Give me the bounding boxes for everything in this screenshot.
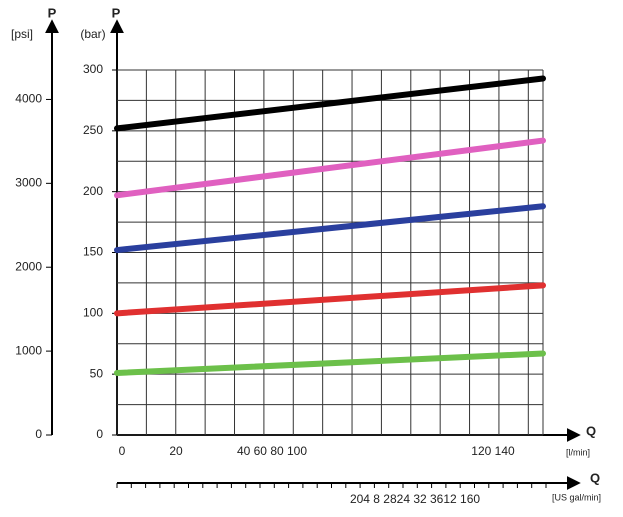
q-gal-label: Q bbox=[590, 470, 600, 485]
y-tick-label: 0 bbox=[96, 427, 103, 441]
x-tick-label: 0 bbox=[119, 444, 126, 458]
y-tick-label: 100 bbox=[83, 306, 103, 320]
psi-label: P bbox=[48, 5, 57, 20]
x-tick-label: 20 bbox=[169, 444, 183, 458]
x-tick-label: 120 140 bbox=[471, 444, 515, 458]
y-tick-label: 250 bbox=[83, 123, 103, 137]
y-tick-label: 150 bbox=[83, 245, 103, 259]
y-tick-label: 300 bbox=[83, 62, 103, 76]
series-line bbox=[114, 350, 546, 376]
series-line bbox=[114, 75, 546, 132]
y-tick-label: 200 bbox=[83, 184, 103, 198]
series-line bbox=[114, 282, 546, 317]
y2-tick-label: 1000 bbox=[15, 343, 42, 357]
y2-tick-label: 0 bbox=[35, 427, 42, 441]
y2-tick-label: 3000 bbox=[15, 176, 42, 190]
bar-label: P bbox=[112, 5, 121, 20]
series-line bbox=[114, 137, 546, 199]
psi-unit: [psi] bbox=[11, 27, 33, 41]
series-line bbox=[114, 203, 546, 254]
y2-tick-label: 4000 bbox=[15, 92, 42, 106]
y2-tick-label: 2000 bbox=[15, 259, 42, 273]
q-gal-unit: [US gal/min] bbox=[552, 492, 601, 502]
y-tick-label: 50 bbox=[90, 366, 104, 380]
x-tick-label: 40 60 80 100 bbox=[237, 444, 307, 458]
q-label: Q bbox=[586, 423, 596, 438]
q-gal-tick-labels: 204 8 2824 32 3612 160 bbox=[350, 492, 480, 506]
bar-unit: (bar) bbox=[80, 27, 105, 41]
q-unit: [l/min] bbox=[566, 447, 590, 457]
